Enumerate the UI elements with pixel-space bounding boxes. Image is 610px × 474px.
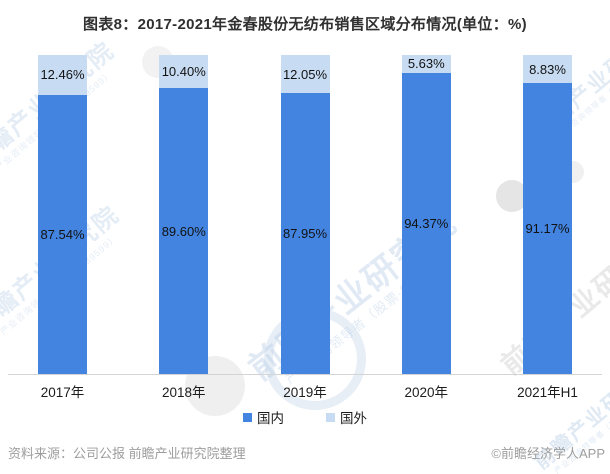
credit-note: ©前瞻经济学人APP: [491, 446, 605, 461]
domestic-value-label: 87.95%: [282, 226, 328, 242]
x-axis-label-2017年: 2017年: [40, 385, 85, 400]
segment-foreign: 12.46%: [38, 55, 87, 95]
legend: 国内 国外: [0, 407, 610, 427]
domestic-value-label: 91.17%: [525, 221, 570, 237]
legend-item-国外: 国外: [326, 407, 367, 427]
x-axis-label-2021年H1: 2021年H1: [517, 385, 578, 400]
domestic-value-label: 94.37%: [404, 215, 449, 231]
foreign-value-label: 5.63%: [407, 56, 445, 72]
legend-label: 国外: [340, 411, 367, 426]
segment-domestic: 94.37%: [401, 72, 451, 374]
foreign-value-label: 10.40%: [161, 64, 206, 80]
legend-label: 国内: [257, 411, 284, 426]
stacked-bar-2021年H1: 8.83% 91.17%: [523, 55, 572, 374]
domestic-value-label: 89.60%: [161, 223, 206, 239]
segment-domestic: 91.17%: [523, 83, 572, 374]
x-axis-label-2020年: 2020年: [404, 385, 449, 400]
x-axis-line: [8, 374, 602, 375]
stacked-bar-2017年: 12.46% 87.54%: [38, 55, 87, 374]
source-note: 资料来源：公司公报 前瞻产业研究院整理: [8, 446, 246, 461]
x-axis-label-2019年: 2019年: [283, 385, 327, 400]
legend-item-国内: 国内: [243, 407, 284, 427]
domestic-value-label: 87.54%: [40, 226, 85, 242]
segment-foreign: 5.63%: [401, 55, 451, 73]
stacked-bar-2019年: 12.05% 87.95%: [280, 55, 330, 374]
segment-domestic: 87.54%: [38, 94, 87, 374]
legend-swatch-icon: [243, 412, 252, 422]
segment-foreign: 8.83%: [523, 55, 572, 84]
segment-foreign: 12.05%: [280, 55, 330, 94]
chart-title: 图表8：2017-2021年金春股份无纺布销售区域分布情况(单位：%): [83, 16, 527, 33]
foreign-value-label: 12.05%: [282, 66, 328, 82]
legend-swatch-icon: [326, 412, 335, 422]
segment-domestic: 89.60%: [159, 88, 209, 374]
foreign-value-label: 12.46%: [40, 67, 85, 83]
stacked-bar-2018年: 10.40% 89.60%: [159, 55, 209, 374]
foreign-value-label: 8.83%: [529, 61, 566, 77]
segment-foreign: 10.40%: [159, 55, 209, 89]
stacked-bar-2020年: 5.63% 94.37%: [401, 55, 451, 374]
footer: 资料来源：公司公报 前瞻产业研究院整理 ©前瞻经济学人APP: [8, 443, 605, 462]
segment-domestic: 87.95%: [280, 93, 330, 374]
x-axis-label-2018年: 2018年: [161, 385, 206, 400]
